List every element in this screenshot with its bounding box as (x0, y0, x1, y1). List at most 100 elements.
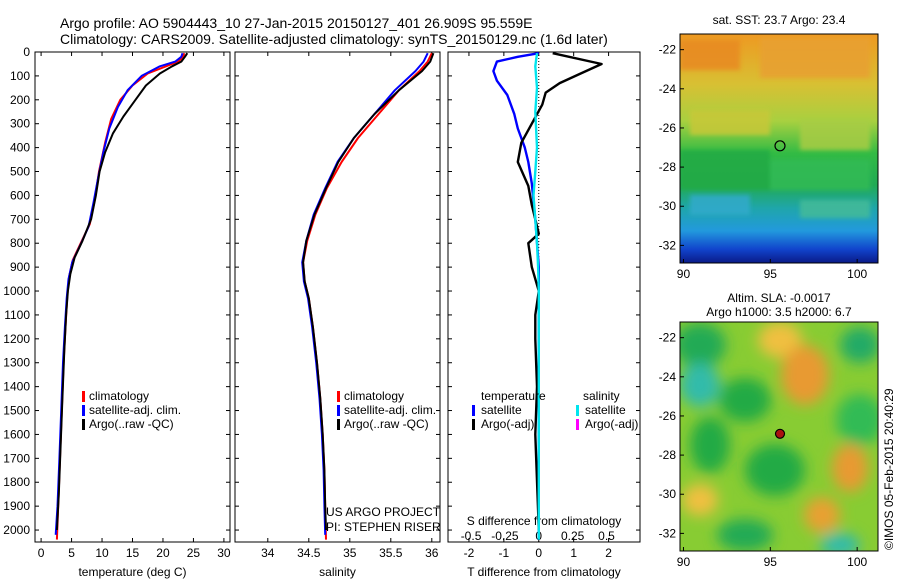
x-tick-label: 5 (68, 546, 75, 560)
legend-label: satellite (481, 403, 522, 417)
series-line (55, 52, 189, 531)
sla-map-title: Altim. SLA: -0.0017 (727, 291, 831, 305)
legend-label: Argo(..raw -QC) (89, 417, 174, 431)
salinity-panel: 34 34.5 35 35.5 36 salinity climatologysatelli… (234, 51, 441, 579)
map-y-tick-label: -22 (659, 331, 677, 345)
x-tick-label: 36 (425, 546, 439, 560)
x-tick-label: -2 (464, 546, 475, 560)
x-tick-label: 34 (261, 546, 275, 560)
y-tick-label: 300 (10, 117, 30, 131)
project-label: US ARGO PROJECT (326, 505, 441, 519)
legend-label: satellite-adj. clim. (89, 403, 181, 417)
map-y-tick-label: -26 (659, 121, 677, 135)
legend-swatch (82, 419, 85, 430)
x-tick-label: 15 (126, 546, 140, 560)
legend-title: salinity (583, 389, 620, 403)
x-tick-label: 34.5 (297, 546, 321, 560)
sla-map: 90 95 100 -22 -24 -26 -28 -30 -32 Altim. SLA: -0… (659, 291, 879, 569)
legend-swatch (576, 419, 579, 430)
top-tick-label: 0.5 (598, 529, 615, 543)
x-tick-label: 0 (535, 546, 542, 560)
y-tick-label: 900 (10, 260, 30, 274)
x-tick-label: 10 (95, 546, 109, 560)
legend-label: Argo(-adj) (585, 417, 638, 431)
legend-swatch (472, 419, 475, 430)
series-line (532, 53, 540, 540)
top-axis-label: S difference from climatology (467, 514, 622, 528)
sst-map-title: sat. SST: 23.7 Argo: 23.4 (713, 13, 846, 27)
top-tick-label: -0.25 (491, 529, 519, 543)
map-y-tick-label: -30 (659, 199, 677, 213)
y-tick-label: 200 (10, 93, 30, 107)
difference-panel: -2 -1 0 1 2 T difference from climatology S di… (447, 51, 641, 579)
legend-swatch (337, 405, 340, 416)
legend-label: Argo(-adj) (481, 417, 534, 431)
map-x-tick-label: 95 (764, 555, 778, 569)
legend-label: Argo(..raw -QC) (344, 417, 429, 431)
map-y-tick-label: -28 (659, 448, 677, 462)
map-x-tick-label: 100 (847, 267, 867, 281)
x-tick-label: 35.5 (379, 546, 403, 560)
sst-map: 90 95 100 -22 -24 -26 -28 -30 -32 sat. SST: 23.7… (659, 13, 879, 281)
x-tick-label: 1 (570, 546, 577, 560)
top-tick-label: -0.5 (461, 529, 482, 543)
y-tick-label: 1900 (3, 499, 30, 513)
y-tick-label: 2000 (3, 523, 30, 537)
y-tick-label: 0 (23, 45, 30, 59)
y-tick-label: 100 (10, 69, 30, 83)
header-line2: Climatology: CARS2009. Satellite-adjuste… (60, 31, 608, 47)
plot-frame (234, 51, 441, 543)
map-x-tick-label: 100 (847, 555, 867, 569)
legend-swatch (472, 405, 475, 416)
y-tick-label: 800 (10, 236, 30, 250)
y-tick-label: 1600 (3, 427, 30, 441)
argo-location-marker (774, 428, 786, 439)
y-tick-label: 1100 (4, 308, 30, 322)
map-y-tick-label: -24 (659, 370, 677, 384)
y-tick-label: 1800 (3, 475, 30, 489)
argo-location-marker (774, 140, 786, 152)
map-y-tick-label: -24 (659, 82, 677, 96)
legend-title: temperature (481, 389, 546, 403)
map-y-tick-label: -26 (659, 409, 677, 423)
series-line (516, 52, 603, 531)
legend-swatch (337, 419, 340, 430)
sla-map-subtitle: Argo h1000: 3.5 h2000: 6.7 (706, 305, 852, 319)
x-axis-label: temperature (deg C) (78, 565, 186, 579)
y-tick-label: 400 (10, 141, 30, 155)
map-y-tick-label: -32 (659, 526, 677, 540)
x-tick-label: -1 (499, 546, 510, 560)
legend-label: climatology (89, 389, 149, 403)
x-tick-label: 25 (187, 546, 201, 560)
temperature-panel: 0100200300400500600700800900100011001200… (3, 45, 231, 579)
map-x-tick-label: 95 (764, 267, 778, 281)
pi-label: PI: STEPHEN RISER (326, 520, 441, 534)
legend-swatch (82, 405, 85, 416)
legend-swatch (82, 391, 85, 402)
x-tick-label: 35 (343, 546, 357, 560)
y-tick-label: 1400 (3, 380, 30, 394)
map-y-tick-label: -22 (659, 43, 677, 57)
map-y-tick-label: -30 (659, 487, 677, 501)
map-x-tick-label: 90 (677, 555, 691, 569)
x-axis-label: salinity (319, 565, 356, 579)
x-axis-label: T difference from climatology (467, 565, 621, 579)
x-tick-label: 0 (38, 546, 45, 560)
legend-swatch (337, 391, 340, 402)
y-tick-label: 600 (10, 188, 30, 202)
y-tick-label: 700 (10, 212, 30, 226)
legend-label: climatology (344, 389, 404, 403)
y-tick-label: 1300 (3, 356, 30, 370)
top-tick-label: 0.25 (561, 529, 585, 543)
legend-label: satellite-adj. clim. (344, 403, 436, 417)
y-tick-label: 500 (10, 165, 30, 179)
y-tick-label: 1500 (3, 404, 30, 418)
y-tick-label: 1700 (3, 451, 30, 465)
y-tick-label: 1200 (3, 332, 30, 346)
x-tick-label: 2 (605, 546, 612, 560)
series-line (302, 52, 435, 531)
credit-label: ©IMOS 05-Feb-2015 20:40:29 (882, 388, 896, 550)
map-y-tick-label: -28 (659, 160, 677, 174)
map-y-tick-label: -32 (659, 238, 677, 252)
